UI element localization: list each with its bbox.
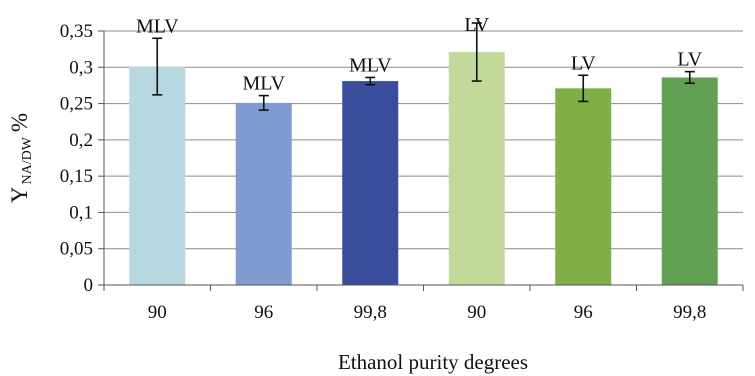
gridlines — [104, 30, 743, 250]
bar-label: MLV — [136, 15, 179, 37]
x-tick-label: 96 — [254, 302, 273, 323]
error-bars-group — [152, 22, 695, 111]
x-axis-title: Ethanol purity degrees — [338, 350, 528, 374]
bar-labels: MLV MLV MLV LV LV LV — [136, 14, 703, 95]
bar — [448, 52, 505, 285]
bar — [661, 77, 718, 286]
y-axis-title-main: Y — [7, 186, 32, 203]
y-tick-label: 0 — [84, 275, 94, 296]
y-tick-label: 0,05 — [60, 239, 93, 260]
bar — [129, 66, 186, 285]
y-tick-label: 0,3 — [69, 57, 93, 78]
axes — [98, 30, 744, 291]
bar-label: LV — [464, 14, 489, 36]
y-tick-label: 0,1 — [69, 202, 93, 223]
y-tick-label: 0,2 — [69, 130, 93, 151]
y-axis-title-subscript: NA/DW — [20, 136, 35, 184]
bar-label: MLV — [349, 54, 392, 76]
bar-label: LV — [571, 52, 596, 74]
y-axis-title-unit: % — [7, 113, 32, 132]
y-tick-label: 0,25 — [60, 94, 93, 115]
x-tick-label: 90 — [467, 302, 486, 323]
y-tick-label: 0,15 — [60, 166, 93, 187]
x-tick-label: 99,8 — [673, 302, 706, 323]
bar — [342, 81, 399, 286]
y-tick-label: 0,35 — [60, 21, 93, 42]
bar — [555, 88, 612, 286]
x-tick-label: 96 — [574, 302, 593, 323]
bar-label: MLV — [242, 73, 285, 95]
bar — [235, 102, 292, 286]
x-tick-label: 99,8 — [354, 302, 387, 323]
x-tick-labels: 90 96 99,8 90 96 99,8 — [148, 302, 707, 323]
y-axis-title: Y NA/DW% — [7, 113, 35, 203]
y-tick-labels: 0 0,05 0,1 0,15 0,2 0,25 0,3 0,35 — [60, 21, 93, 296]
x-tick-label: 90 — [148, 302, 167, 323]
bar-label: LV — [677, 49, 702, 71]
bars-group — [129, 52, 718, 286]
